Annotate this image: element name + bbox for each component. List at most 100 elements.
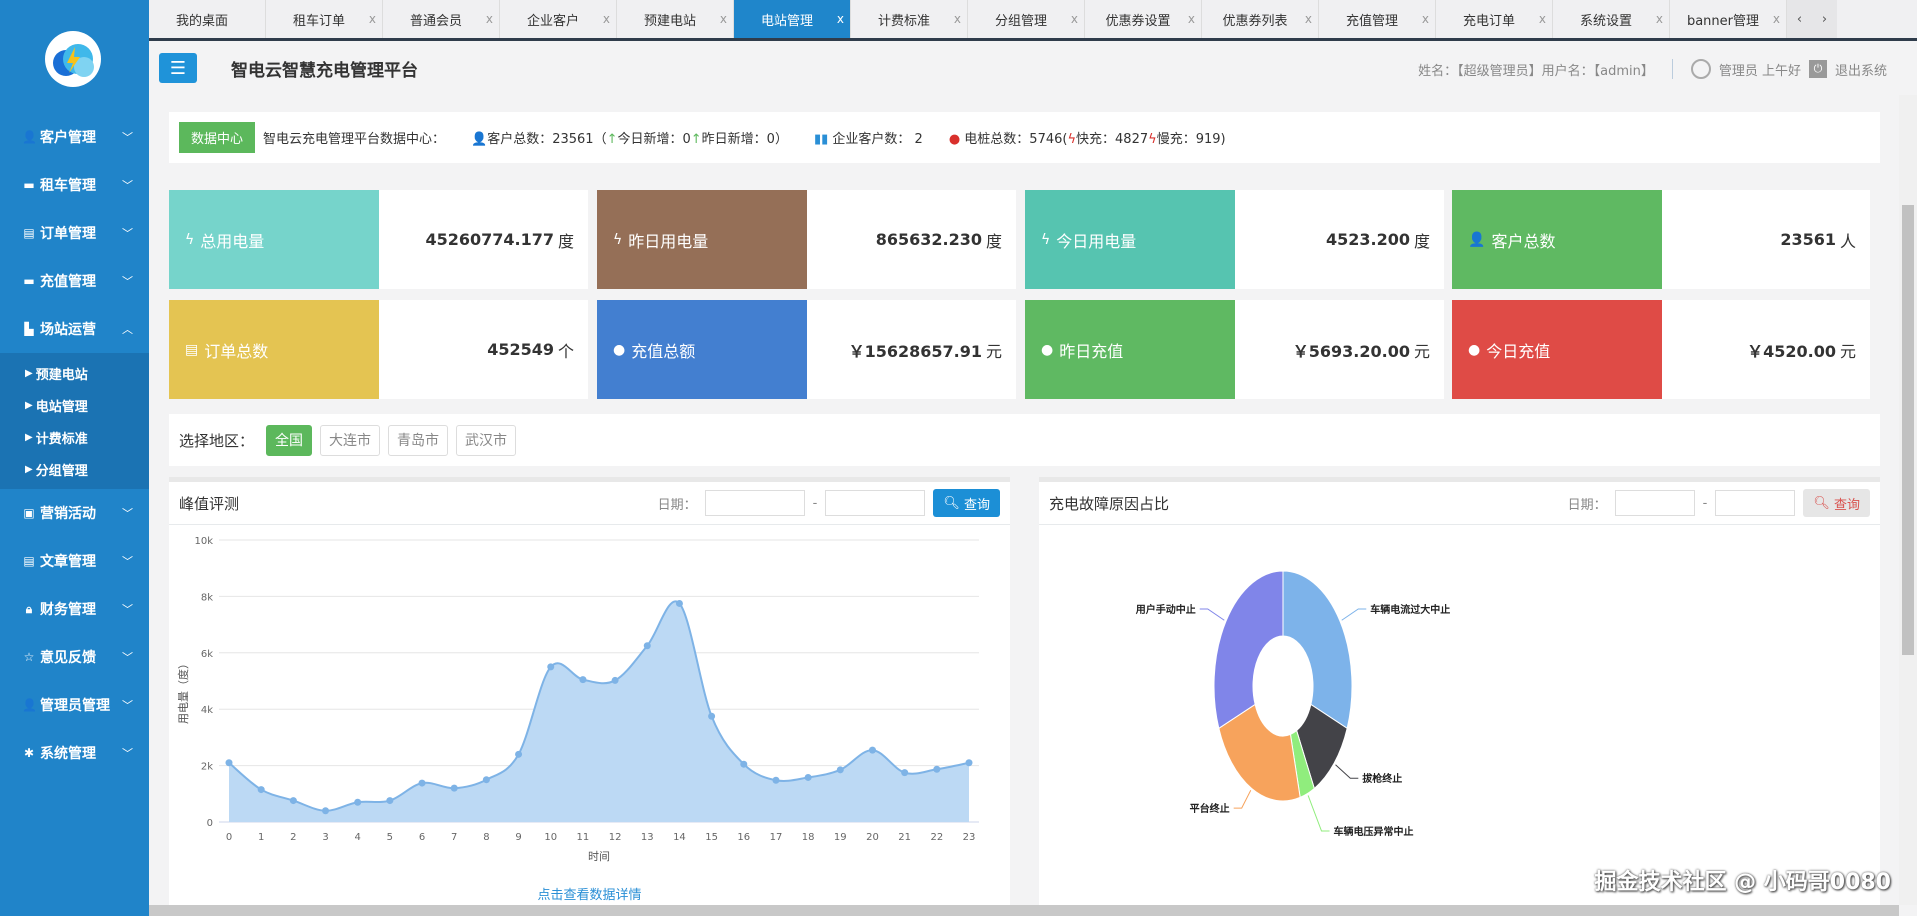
close-icon[interactable]: x [1187,12,1195,26]
data-point [482,776,490,784]
close-icon[interactable]: x [1304,12,1312,26]
tab-13[interactable]: banner管理 x [1670,0,1787,38]
tab-1[interactable]: 租车订单 x [266,0,383,38]
tab-7[interactable]: 分组管理 x [968,0,1085,38]
tab-8[interactable]: 优惠券设置 x [1085,0,1202,38]
stat-unit: 元 [1413,341,1430,361]
sidebar-item-0[interactable]: 👤 客户管理 ﹀ [0,113,149,161]
tab-12[interactable]: 系统设置 x [1553,0,1670,38]
tab-2[interactable]: 普通会员 x [383,0,500,38]
money-bag-icon: ● [1041,341,1054,358]
x-tick-label: 22 [930,832,943,843]
tab-0[interactable]: 我的桌面 [149,0,266,38]
data-point [804,773,812,781]
detail-link[interactable]: 点击查看数据详情 [537,888,642,903]
tab-3[interactable]: 企业客户 x [500,0,617,38]
horizontal-scrollbar[interactable] [149,905,1899,916]
data-point [547,663,555,671]
sidebar-item-4[interactable]: ▙ 场站运营 ︿ [0,305,149,353]
sidebar-item-2[interactable]: ▤ 订单管理 ﹀ [0,209,149,257]
submenu-item-2[interactable]: ▶ 计费标准 [0,421,149,453]
close-icon[interactable]: x [1772,12,1780,26]
submenu-item-0[interactable]: ▶ 预建电站 [0,357,149,389]
label-line [1335,764,1359,779]
tab-5[interactable]: 电站管理 x [734,0,851,38]
caret-right-icon: ▶ [25,367,33,379]
chevron-right-icon[interactable]: › [1821,11,1828,27]
peak-query-button[interactable]: 🔍︎ 查询 [933,489,1000,517]
x-tick-label: 21 [898,832,911,843]
close-icon[interactable]: x [1538,12,1546,26]
start-date-input[interactable] [1614,490,1695,516]
x-tick-label: 20 [866,832,879,843]
region-option-3[interactable]: 武汉市 [456,424,517,456]
sidebar-item-9[interactable]: 👤 管理员管理 ﹀ [0,681,149,729]
stat-label: 昨日充值 [1059,341,1124,361]
start-date-input[interactable] [704,490,805,516]
close-icon[interactable]: x [1421,12,1429,26]
card-icon: ▬ [23,274,35,288]
fault-query-button[interactable]: 🔍︎ 查询 [1803,489,1870,517]
x-tick-label: 12 [609,832,622,843]
menu-toggle-button[interactable]: ☰ [159,53,197,83]
stat-unit: 度 [985,231,1002,251]
sidebar-item-1[interactable]: ▬ 租车管理 ﹀ [0,161,149,209]
search-icon: 🔍︎ [1813,495,1830,511]
sidebar-item-label: 管理员管理 [40,698,110,714]
submenu-item-3[interactable]: ▶ 分组管理 [0,453,149,485]
sidebar-menu: 👤 客户管理 ﹀ ▬ 租车管理 ﹀ ▤ 订单管理 ﹀ ▬ 充值管理 ﹀ ▙ 场站运营 ︿ ▶ 预建电站 ▶ 电站管理… [0,113,149,777]
sidebar-item-6[interactable]: ▤ 文章管理 ﹀ [0,537,149,585]
close-icon[interactable]: x [1070,12,1078,26]
close-icon[interactable]: x [602,12,610,26]
stat-card-value: ￥4520.00 元 [1662,300,1870,399]
yesterday-new: 昨日新增：0） [701,132,788,147]
close-icon[interactable]: x [485,12,493,26]
tab-4[interactable]: 预建电站 x [617,0,734,38]
data-point [708,712,716,720]
submenu-item-1[interactable]: ▶ 电站管理 [0,389,149,421]
data-center-badge: 数据中心 [179,122,256,153]
close-icon[interactable]: x [836,12,844,26]
tab-6[interactable]: 计费标准 x [851,0,968,38]
end-date-input[interactable] [1715,490,1796,516]
stat-value: 865632.230 [875,230,982,249]
sidebar-item-3[interactable]: ▬ 充值管理 ﹀ [0,257,149,305]
close-icon[interactable]: x [1655,12,1663,26]
x-tick-label: 3 [322,832,328,843]
chevron-left-icon[interactable]: ‹ [1796,11,1803,27]
sidebar-item-10[interactable]: ✱ 系统管理 ﹀ [0,729,149,777]
pie-slice[interactable] [1282,570,1353,730]
tab-11[interactable]: 充电订单 x [1436,0,1553,38]
tab-label: 企业客户 [526,13,579,29]
pie-slice[interactable] [1213,570,1284,730]
chevron-down-icon: ﹀ [122,555,133,568]
slice-label: 平台终止 [1190,802,1230,815]
region-option-1[interactable]: 大连市 [320,424,381,456]
stat-card-label: 👤 客户总数 [1452,190,1662,289]
chevron-down-icon: ﹀ [122,131,133,144]
power-icon[interactable]: ⏻ [1808,60,1827,78]
sidebar-item-7[interactable]: 🔒︎ 财务管理 ﹀ [0,585,149,633]
y-tick-label: 8k [201,592,213,603]
caret-right-icon: ▶ [25,463,33,475]
close-icon[interactable]: x [953,12,961,26]
end-date-input[interactable] [825,490,926,516]
scroll-thumb[interactable] [1902,205,1914,655]
close-icon[interactable]: x [719,12,727,26]
sidebar-item-5[interactable]: ▣ 营销活动 ﹀ [0,489,149,537]
pie-slice[interactable] [1218,703,1301,802]
logout-link[interactable]: 退出系统 [1834,63,1887,79]
lock-icon: 🔒︎ [25,601,33,616]
stat-value: ￥4520.00 [1747,341,1836,361]
tab-9[interactable]: 优惠券列表 x [1202,0,1319,38]
chevron-up-icon: ︿ [122,323,133,336]
sidebar-item-8[interactable]: ☆ 意见反馈 ﹀ [0,633,149,681]
close-icon[interactable]: x [368,12,376,26]
vertical-scrollbar[interactable] [1899,95,1917,905]
tab-10[interactable]: 充值管理 x [1319,0,1436,38]
list-icon: ▤ [23,554,35,568]
data-point [740,760,748,768]
region-option-2[interactable]: 青岛市 [388,424,449,456]
region-option-0[interactable]: 全国 [266,424,313,456]
data-point [933,765,941,773]
